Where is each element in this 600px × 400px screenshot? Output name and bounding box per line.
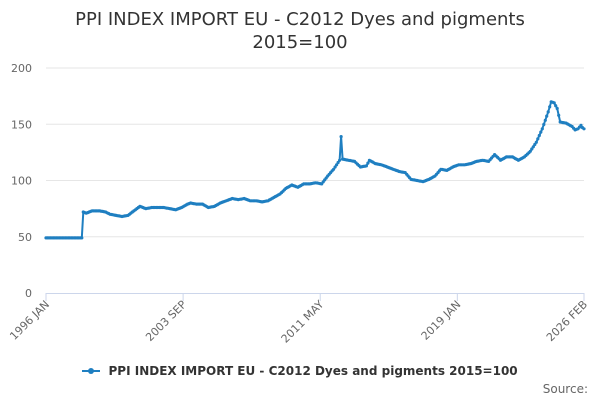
data-point[interactable] bbox=[543, 118, 547, 122]
x-axis bbox=[45, 293, 585, 301]
data-point[interactable] bbox=[540, 127, 544, 131]
legend[interactable]: PPI INDEX IMPORT EU - C2012 Dyes and pig… bbox=[0, 364, 600, 378]
series-layer bbox=[44, 100, 586, 240]
data-point[interactable] bbox=[582, 127, 586, 131]
y-tick-label-200: 200 bbox=[11, 62, 32, 75]
x-tick-label-1996-jan: 1996 JAN bbox=[7, 298, 52, 343]
legend-swatch bbox=[82, 367, 101, 374]
y-tick-label-150: 150 bbox=[11, 118, 32, 131]
data-point[interactable] bbox=[539, 130, 543, 134]
data-point[interactable] bbox=[338, 158, 342, 162]
y-axis: 0 50 100 150 200 bbox=[11, 62, 32, 300]
data-point[interactable] bbox=[552, 101, 556, 105]
data-point[interactable] bbox=[364, 164, 368, 168]
data-point[interactable] bbox=[555, 106, 559, 111]
x-tick-label-2003-sep: 2003 SEP bbox=[143, 298, 189, 344]
chart-title: PPI INDEX IMPORT EU - C2012 Dyes and pig… bbox=[0, 8, 600, 54]
data-point[interactable] bbox=[80, 236, 84, 240]
x-tick-label-2011-may: 2011 MAY bbox=[279, 298, 327, 346]
data-point[interactable] bbox=[548, 105, 552, 109]
data-point[interactable] bbox=[557, 113, 561, 117]
credits-label[interactable]: Source: bbox=[542, 382, 588, 396]
data-point[interactable] bbox=[545, 114, 549, 118]
data-point[interactable] bbox=[366, 161, 370, 165]
y-tick-label-0: 0 bbox=[25, 287, 32, 300]
data-point[interactable] bbox=[537, 133, 541, 138]
x-tick-label-2019-jan: 2019 JAN bbox=[419, 298, 464, 343]
data-point[interactable] bbox=[542, 122, 546, 127]
data-point[interactable] bbox=[531, 145, 535, 149]
x-axis-labels: 1996 JAN 2003 SEP 2011 MAY 2019 JAN 2026 FEB bbox=[7, 298, 590, 346]
y-tick-label-50: 50 bbox=[18, 231, 32, 244]
data-point[interactable] bbox=[546, 110, 550, 114]
gridlines bbox=[46, 67, 584, 238]
data-point[interactable] bbox=[528, 149, 532, 153]
y-tick-label-100: 100 bbox=[11, 175, 32, 188]
data-point[interactable] bbox=[332, 167, 336, 171]
data-point[interactable] bbox=[534, 140, 538, 144]
data-point[interactable] bbox=[536, 137, 540, 141]
chart-title-line-1: PPI INDEX IMPORT EU - C2012 Dyes and pig… bbox=[75, 9, 525, 30]
chart-title-line-2: 2015=100 bbox=[252, 32, 348, 53]
legend-marker bbox=[88, 367, 95, 374]
series-line[interactable] bbox=[46, 100, 585, 239]
x-tick-label-2026-feb: 2026 FEB bbox=[544, 298, 590, 344]
legend-label: PPI INDEX IMPORT EU - C2012 Dyes and pig… bbox=[108, 364, 518, 378]
data-point[interactable] bbox=[335, 163, 339, 167]
data-point[interactable] bbox=[554, 104, 558, 108]
data-point[interactable] bbox=[339, 135, 343, 139]
